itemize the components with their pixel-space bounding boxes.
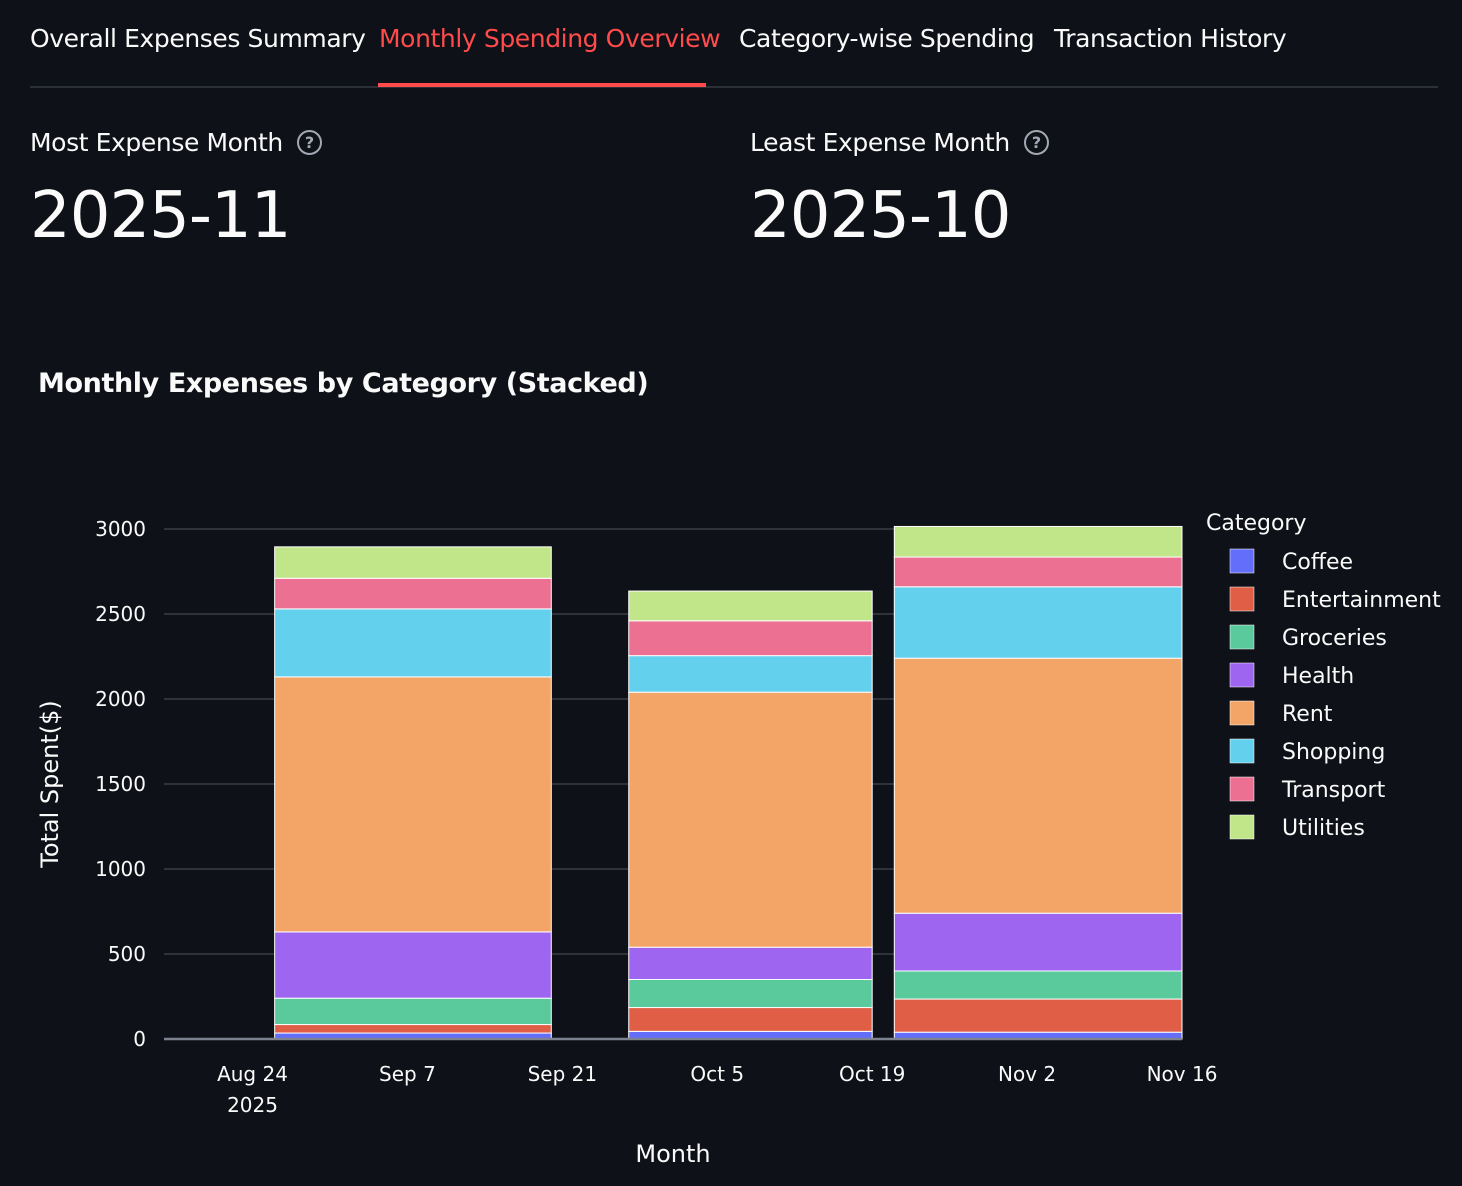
x-tick-label: Nov 16 <box>1147 1062 1218 1086</box>
legend-swatch-utilities <box>1229 814 1255 840</box>
x-tick-label: Oct 5 <box>690 1062 744 1086</box>
x-tick-label: Sep 21 <box>528 1062 598 1086</box>
x-tick-label: Aug 24 <box>217 1062 288 1086</box>
bar-segment-entertainment <box>274 1024 552 1034</box>
metric-least-label-row: Least Expense Month ? <box>750 128 1049 157</box>
chart-title: Monthly Expenses by Category (Stacked) <box>38 368 649 399</box>
y-tick-label: 2500 <box>95 602 146 626</box>
y-tick-label: 500 <box>108 942 146 966</box>
bar-segment-rent <box>274 676 552 933</box>
metric-most-label-row: Most Expense Month ? <box>30 128 322 157</box>
bar-segment-entertainment <box>893 998 1183 1033</box>
bar-segment-groceries <box>274 997 552 1026</box>
active-tab-indicator <box>378 83 706 87</box>
metric-most-expense: Most Expense Month ? 2025-11 <box>30 128 322 253</box>
bar-segment-rent <box>628 691 873 948</box>
bar-segment-groceries <box>628 979 873 1009</box>
x-axis-title: Month <box>635 1140 710 1168</box>
metric-least-value: 2025-10 <box>750 179 1011 253</box>
bar-segment-shopping <box>628 655 873 693</box>
metric-least-expense: Least Expense Month ? 2025-10 <box>750 128 1049 253</box>
legend-swatch-groceries <box>1229 624 1255 650</box>
tab-category-wise-spending[interactable]: Category-wise Spending <box>739 24 1035 53</box>
legend-label-transport: Transport <box>1281 778 1386 803</box>
bar-segment-utilities <box>274 546 552 579</box>
legend-title: Category <box>1206 511 1307 536</box>
tab-bar: Overall Expenses Summary Monthly Spendin… <box>30 0 1438 88</box>
legend-label-entertainment: Entertainment <box>1282 588 1441 613</box>
bar-segment-utilities <box>628 590 873 622</box>
tab-overall-expenses-summary[interactable]: Overall Expenses Summary <box>30 24 366 53</box>
tab-transaction-history[interactable]: Transaction History <box>1054 24 1287 53</box>
bar-segment-groceries <box>893 970 1183 1000</box>
legend-swatch-entertainment <box>1229 586 1255 612</box>
metric-most-value: 2025-11 <box>30 179 291 253</box>
y-tick-label: 3000 <box>95 517 146 541</box>
legend-label-utilities: Utilities <box>1282 816 1365 841</box>
tab-monthly-spending-overview[interactable]: Monthly Spending Overview <box>379 24 721 53</box>
legend-label-shopping: Shopping <box>1282 740 1385 765</box>
bar-segment-transport <box>893 556 1183 588</box>
legend-label-coffee: Coffee <box>1282 550 1353 575</box>
bar-segment-transport <box>628 620 873 657</box>
x-tick-sublabel: 2025 <box>227 1093 278 1117</box>
y-tick-label: 1500 <box>95 772 146 796</box>
x-tick-label: Sep 7 <box>379 1062 436 1086</box>
y-tick-label: 2000 <box>95 687 146 711</box>
bar-segment-transport <box>274 577 552 610</box>
bar-segment-shopping <box>893 586 1183 659</box>
legend-swatch-coffee <box>1229 548 1255 574</box>
legend-label-groceries: Groceries <box>1282 626 1387 651</box>
legend-label-health: Health <box>1282 664 1354 689</box>
y-axis-title: Total Spent($) <box>36 700 64 869</box>
bar-segment-shopping <box>274 608 552 678</box>
bar-segment-utilities <box>893 525 1183 558</box>
bar-segment-rent <box>893 657 1183 914</box>
help-circle-icon[interactable]: ? <box>1023 130 1049 155</box>
legend-swatch-transport <box>1229 776 1255 802</box>
legend-swatch-rent <box>1229 700 1255 726</box>
y-tick-label: 1000 <box>95 857 146 881</box>
bar-segment-entertainment <box>628 1007 873 1032</box>
legend-swatch-shopping <box>1229 738 1255 764</box>
legend-label-rent: Rent <box>1282 702 1333 727</box>
x-tick-label: Oct 19 <box>839 1062 905 1086</box>
bar-segment-health <box>274 931 552 999</box>
bar-segment-health <box>628 946 873 981</box>
legend-swatch-health <box>1229 662 1255 688</box>
bar-segment-health <box>893 912 1183 972</box>
y-tick-label: 0 <box>133 1027 146 1051</box>
help-circle-icon[interactable]: ? <box>296 130 322 155</box>
metric-most-label: Most Expense Month <box>30 128 283 157</box>
x-tick-label: Nov 2 <box>998 1062 1056 1086</box>
metric-least-label: Least Expense Month <box>750 128 1010 157</box>
